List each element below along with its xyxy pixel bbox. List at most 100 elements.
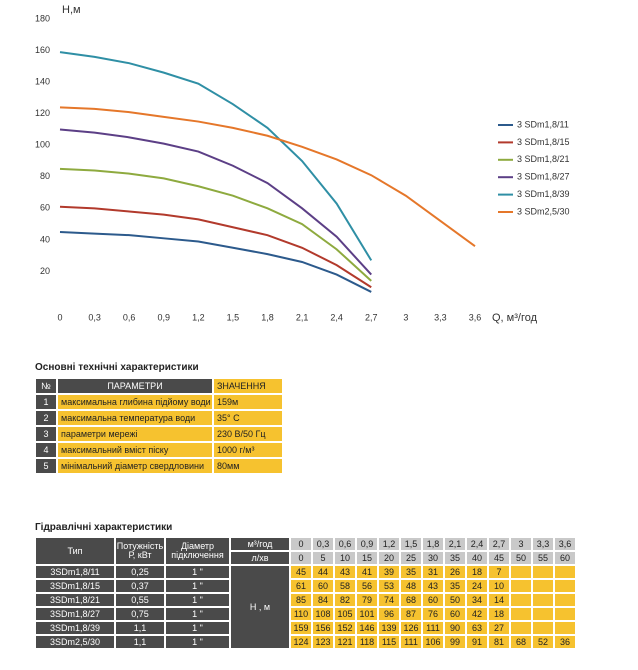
diameter-cell: 1 " bbox=[165, 593, 230, 607]
q-cell: 0,6 bbox=[334, 537, 356, 551]
value-cell: 121 bbox=[334, 635, 356, 649]
value-cell: 90 bbox=[444, 621, 466, 635]
y-tick-label: 40 bbox=[40, 234, 50, 244]
table-cell: 1000 г/м³ bbox=[213, 442, 283, 458]
power-cell: 0,25 bbox=[115, 565, 165, 579]
q-cell: 1,8 bbox=[422, 537, 444, 551]
x-tick-label: 3,3 bbox=[434, 312, 447, 322]
chart: H,м Q, м³/год 20 40 60 80 100 120 140 160 180 0 0,… bbox=[35, 4, 570, 324]
diameter-cell: 1 " bbox=[165, 621, 230, 635]
series-line bbox=[59, 205, 372, 289]
power-cell: 0,75 bbox=[115, 607, 165, 621]
table-title: Гідравлічні характеристики bbox=[35, 522, 173, 533]
l-cell: 30 bbox=[422, 551, 444, 565]
value-cell: 81 bbox=[488, 635, 510, 649]
value-cell: 52 bbox=[532, 635, 554, 649]
header-cell: ПАРАМЕТРИ bbox=[57, 378, 213, 394]
value-cell: 68 bbox=[510, 635, 532, 649]
x-tick-label: 0,3 bbox=[88, 312, 101, 322]
value-cell: 123 bbox=[312, 635, 334, 649]
value-cell bbox=[510, 621, 532, 635]
l-cell: 25 bbox=[400, 551, 422, 565]
header-cell: ЗНАЧЕННЯ bbox=[213, 378, 283, 394]
value-cell: 10 bbox=[488, 579, 510, 593]
value-cell: 156 bbox=[312, 621, 334, 635]
table-cell: 230 В/50 Гц bbox=[213, 426, 283, 442]
y-tick-label: 120 bbox=[35, 108, 50, 118]
header-cell: Н , м bbox=[230, 565, 290, 649]
series-line bbox=[59, 128, 372, 276]
series-line bbox=[59, 106, 476, 248]
value-cell bbox=[532, 607, 554, 621]
value-cell bbox=[532, 593, 554, 607]
value-cell: 118 bbox=[356, 635, 378, 649]
value-cell bbox=[554, 607, 576, 621]
l-cell: 45 bbox=[488, 551, 510, 565]
value-cell bbox=[554, 593, 576, 607]
q-cell: 1,5 bbox=[400, 537, 422, 551]
value-cell: 63 bbox=[466, 621, 488, 635]
l-cell: 15 bbox=[356, 551, 378, 565]
power-cell: 1,1 bbox=[115, 635, 165, 649]
value-cell: 68 bbox=[400, 593, 422, 607]
q-cell: 0,9 bbox=[356, 537, 378, 551]
legend-label: 3 SDm1,8/27 bbox=[517, 172, 570, 182]
q-cell: 3,3 bbox=[532, 537, 554, 551]
value-cell: 82 bbox=[334, 593, 356, 607]
legend-label: 3 SDm1,8/11 bbox=[517, 119, 569, 129]
value-cell: 152 bbox=[334, 621, 356, 635]
y-tick-label: 60 bbox=[40, 203, 50, 213]
header-cell: м³/год bbox=[230, 537, 290, 551]
l-cell: 10 bbox=[334, 551, 356, 565]
value-cell: 43 bbox=[422, 579, 444, 593]
q-cell: 3 bbox=[510, 537, 532, 551]
value-cell: 60 bbox=[312, 579, 334, 593]
value-cell: 105 bbox=[334, 607, 356, 621]
value-cell: 84 bbox=[312, 593, 334, 607]
value-cell: 44 bbox=[312, 565, 334, 579]
value-cell: 34 bbox=[466, 593, 488, 607]
diameter-cell: 1 " bbox=[165, 635, 230, 649]
x-tick-label: 0,6 bbox=[123, 312, 136, 322]
type-cell: 3SDm1,8/11 bbox=[35, 565, 115, 579]
value-cell: 48 bbox=[400, 579, 422, 593]
q-cell: 0,3 bbox=[312, 537, 334, 551]
value-cell: 91 bbox=[466, 635, 488, 649]
value-cell: 61 bbox=[290, 579, 312, 593]
value-cell: 76 bbox=[422, 607, 444, 621]
value-cell: 146 bbox=[356, 621, 378, 635]
value-cell: 26 bbox=[444, 565, 466, 579]
header-cell: Тип bbox=[35, 537, 115, 565]
y-tick-label: 140 bbox=[35, 76, 50, 86]
series-line bbox=[59, 231, 372, 293]
value-cell: 85 bbox=[290, 593, 312, 607]
table-cell: параметри мережі bbox=[57, 426, 213, 442]
legend-label: 3 SDm1,8/15 bbox=[517, 137, 570, 147]
value-cell: 60 bbox=[444, 607, 466, 621]
value-cell: 101 bbox=[356, 607, 378, 621]
table-title: Основні технічні характеристики bbox=[35, 362, 199, 373]
l-cell: 0 bbox=[290, 551, 312, 565]
x-tick-label: 2,1 bbox=[296, 312, 309, 322]
q-cell: 1,2 bbox=[378, 537, 400, 551]
value-cell: 43 bbox=[334, 565, 356, 579]
value-cell: 14 bbox=[488, 593, 510, 607]
value-cell: 87 bbox=[400, 607, 422, 621]
header-cell: Діаметр підключення bbox=[165, 537, 230, 565]
value-cell: 126 bbox=[400, 621, 422, 635]
value-cell bbox=[510, 565, 532, 579]
q-cell: 0 bbox=[290, 537, 312, 551]
value-cell: 79 bbox=[356, 593, 378, 607]
value-cell: 124 bbox=[290, 635, 312, 649]
type-cell: 3SDm2,5/30 bbox=[35, 635, 115, 649]
y-tick-label: 20 bbox=[40, 266, 50, 276]
legend-label: 3 SDm1,8/21 bbox=[517, 154, 570, 164]
y-tick-label: 100 bbox=[35, 140, 50, 150]
q-cell: 2,4 bbox=[466, 537, 488, 551]
value-cell: 7 bbox=[488, 565, 510, 579]
legend-label: 3 SDm1,8/39 bbox=[517, 189, 570, 199]
x-tick-label: 2,7 bbox=[365, 312, 378, 322]
x-tick-label: 1,5 bbox=[227, 312, 240, 322]
table-cell: 5 bbox=[35, 458, 57, 474]
